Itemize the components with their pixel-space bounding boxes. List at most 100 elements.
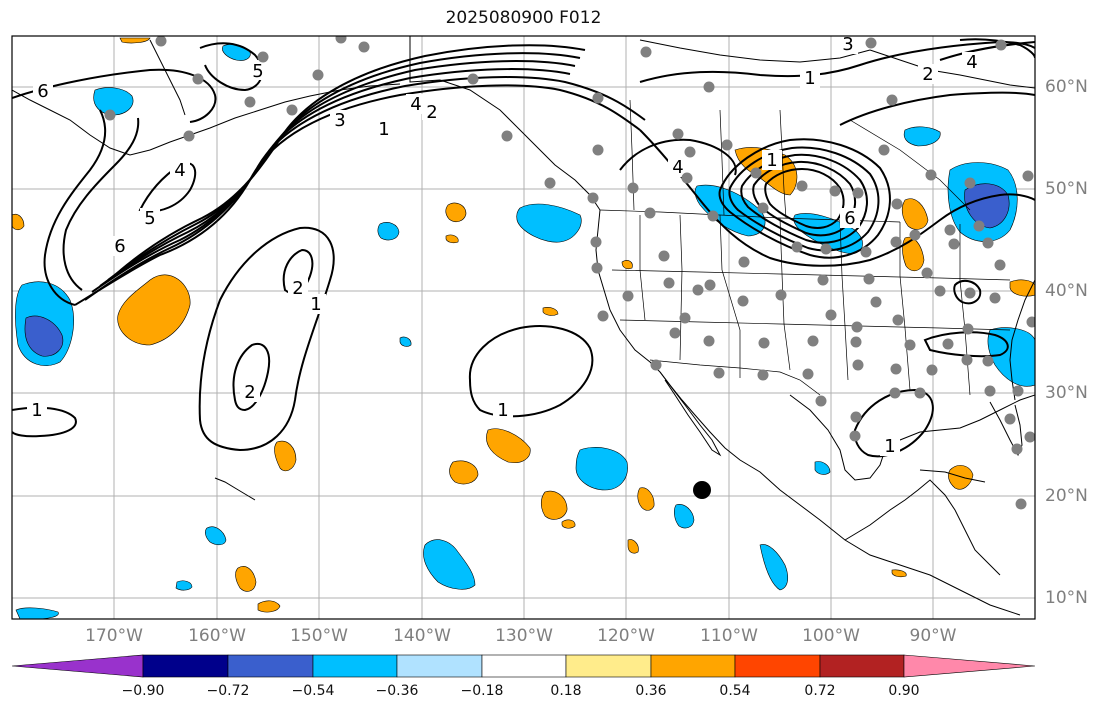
contour-label: 5 (144, 208, 155, 229)
colorbar-tick-label: 0.90 (888, 683, 920, 699)
contour-line (91, 68, 571, 293)
colorbar-tick-label: −0.90 (121, 683, 165, 699)
lon-label-140w: 140°W (393, 626, 451, 646)
cuba (919, 469, 986, 483)
blue-anomaly (516, 203, 582, 243)
contour-line (923, 331, 1009, 358)
orange-anomaly (948, 465, 974, 490)
contour-label: 4 (672, 157, 683, 178)
grid-lines (12, 36, 1035, 619)
colorbar-high-extension (903, 654, 1036, 678)
contour-label: 6 (37, 81, 48, 102)
map-title: 2025080900 F012 (445, 8, 602, 28)
orange-anomaly (449, 460, 479, 485)
orange-anomaly (542, 307, 559, 316)
contour-labels: 6 5 4 3 2 1 4 5 6 2 1 2 1 1 (27, 36, 982, 457)
contour-line (43, 109, 107, 306)
contour-label: 1 (766, 150, 777, 171)
kamchatka (149, 39, 186, 116)
contour-line (468, 325, 594, 418)
map-frame (11, 35, 1036, 620)
contour-label: 2 (426, 102, 437, 123)
contour-label: 6 (844, 208, 855, 229)
colorbar-tick-label: 0.18 (550, 683, 582, 699)
contour-label: 6 (114, 236, 125, 257)
blue-anomaly (423, 539, 476, 590)
orange-anomaly (561, 519, 576, 529)
contour-line (84, 76, 646, 301)
contour-label: 2 (922, 64, 933, 85)
contour-line (62, 117, 140, 291)
lon-label-110w: 110°W (700, 626, 758, 646)
contour-label: 3 (334, 110, 345, 131)
contour-label: 1 (884, 436, 895, 457)
orange-anomaly (621, 260, 633, 270)
contour-label: 4 (410, 94, 421, 115)
orange-anomaly (119, 37, 151, 44)
colorbar-tick-label: 0.72 (804, 683, 836, 699)
orange-anomaly (486, 428, 531, 463)
orange-anomaly (891, 569, 907, 578)
contour-label: 5 (252, 61, 263, 82)
blue-anomaly (814, 461, 831, 475)
contour-line (232, 342, 271, 412)
dark-blue-anomaly (24, 315, 64, 357)
colorbar-tick-label: −0.54 (291, 683, 335, 699)
contour-line (718, 138, 891, 259)
contour-line (12, 68, 217, 123)
contour-line (619, 138, 737, 176)
orange-anomaly (12, 213, 25, 231)
lon-label-100w: 100°W (802, 626, 860, 646)
central-america (844, 479, 1001, 576)
colorbar-tick-label: −0.72 (206, 683, 250, 699)
blue-anomaly (205, 526, 227, 546)
contour-line (728, 146, 880, 252)
colorbar-tick-label: −0.18 (460, 683, 504, 699)
contour-line (74, 84, 641, 306)
lon-label-150w: 150°W (290, 626, 348, 646)
hawaii (214, 477, 256, 501)
lat-label-40n: 40°N (1045, 281, 1088, 301)
lat-label-20n: 20°N (1045, 486, 1088, 506)
west-coast (595, 209, 1021, 616)
orange-anomaly (235, 566, 257, 592)
florida (989, 401, 1023, 457)
blue-anomaly (175, 580, 193, 591)
blue-anomaly (93, 87, 134, 116)
blue-anomaly (759, 544, 789, 591)
orange-anomaly (445, 234, 459, 244)
colorbar-low-extension (11, 654, 144, 678)
map-body: 6 5 4 3 2 1 4 5 6 2 1 2 1 1 (12, 36, 1035, 619)
lat-label-10n: 10°N (1045, 588, 1088, 608)
lat-label-30n: 30°N (1045, 383, 1088, 403)
blue-anomaly (575, 447, 628, 491)
lon-label-90w: 90°W (909, 626, 957, 646)
blue-anomaly (694, 184, 766, 237)
lon-label-160w: 160°W (188, 626, 246, 646)
contour-label: 1 (804, 68, 815, 89)
contour-line (764, 167, 845, 229)
station-dots (104, 36, 1035, 510)
blue-anomaly (15, 607, 59, 619)
east-coast (1009, 279, 1035, 401)
contour-line (12, 406, 77, 438)
orange-anomaly (902, 236, 925, 272)
aleutian-islands (149, 83, 401, 151)
contour-line (839, 91, 1035, 126)
contour-label: 2 (244, 382, 255, 403)
orange-anomaly (445, 202, 467, 223)
east-asia-coast (12, 89, 151, 156)
contour-label: 1 (31, 400, 42, 421)
lon-label-130w: 130°W (495, 626, 553, 646)
blue-anomaly (987, 327, 1035, 387)
orange-anomaly (117, 274, 191, 346)
blue-anomaly (903, 126, 941, 147)
colorbar-tick-label: 0.54 (719, 683, 751, 699)
contour-label: 4 (174, 160, 185, 181)
baja-peninsula (659, 371, 722, 457)
blue-anomaly (377, 222, 400, 241)
blue-anomaly (674, 504, 695, 529)
contour-label: 1 (378, 119, 389, 140)
canada-north (639, 39, 871, 63)
